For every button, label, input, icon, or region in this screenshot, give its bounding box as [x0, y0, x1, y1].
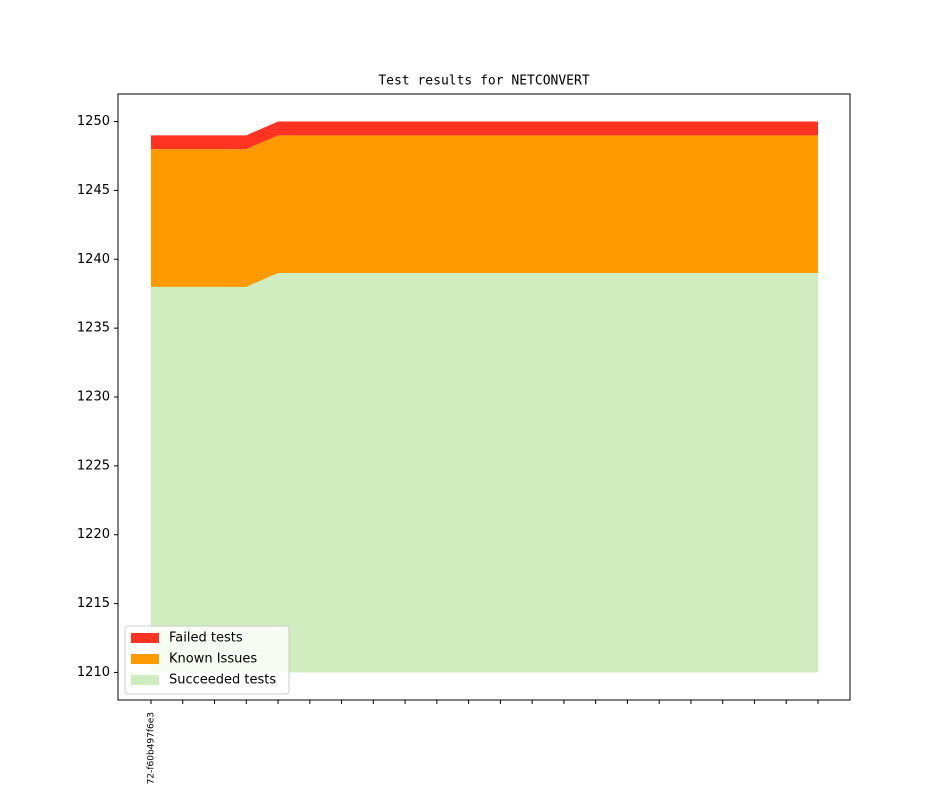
y-tick-label: 1225 — [77, 458, 110, 473]
area — [151, 273, 818, 673]
legend-label: Succeeded tests — [169, 673, 276, 688]
legend-label: Known Issues — [169, 652, 257, 667]
legend-label: Failed tests — [169, 631, 243, 646]
plot-area — [151, 121, 818, 673]
y-tick-label: 1230 — [77, 390, 110, 405]
y-tick-label: 1250 — [77, 114, 110, 129]
area — [151, 135, 818, 287]
legend-swatch — [131, 654, 159, 664]
legend-swatch — [131, 633, 159, 643]
y-tick-label: 1220 — [77, 527, 110, 542]
y-tick-label: 1210 — [77, 665, 110, 680]
area — [151, 121, 818, 150]
x-tick-label: 72-f60b497f6e3 — [147, 712, 157, 784]
chart-title: Test results for NETCONVERT — [378, 74, 589, 89]
y-tick-label: 1240 — [77, 252, 110, 267]
legend-swatch — [131, 675, 159, 685]
legend: Failed tests Known Issues Succeeded tests — [124, 625, 290, 695]
y-tick-label: 1215 — [77, 596, 110, 611]
y-tick-label: 1235 — [77, 321, 110, 336]
legend-box — [124, 625, 290, 695]
y-tick-label: 1245 — [77, 183, 110, 198]
